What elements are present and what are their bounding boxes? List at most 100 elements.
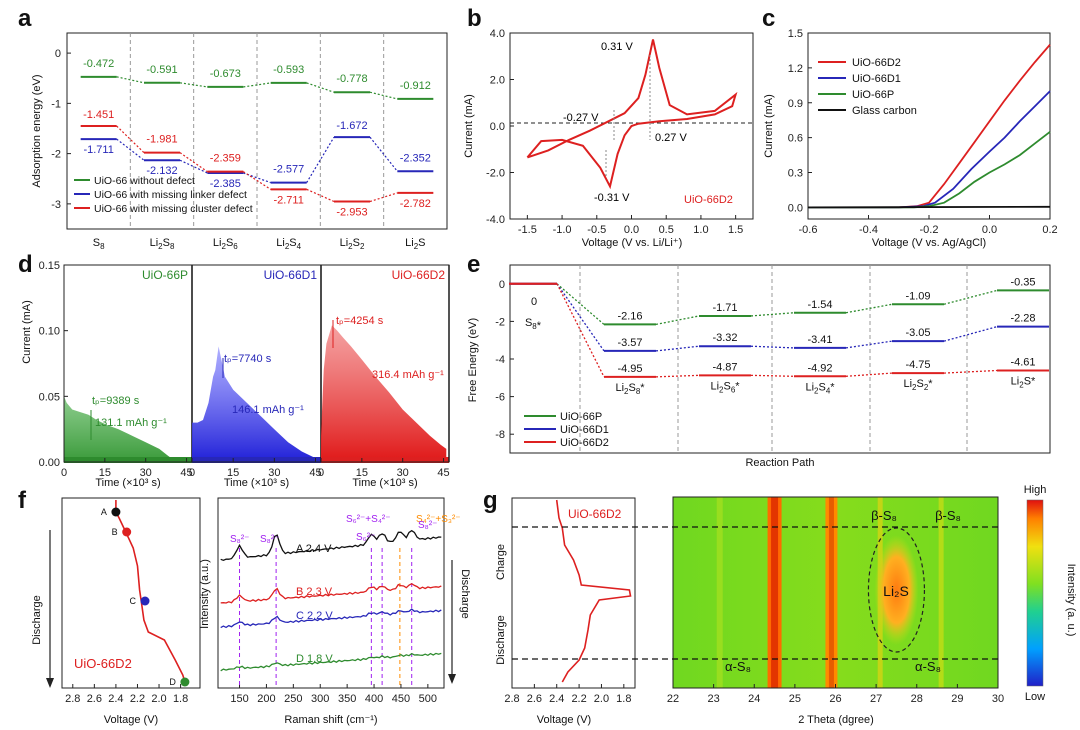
panel-letter-f: f [18,487,27,514]
x-tick-label: 0 [61,467,67,479]
data-label: -0.778 [336,73,367,85]
series-line [808,90,1051,209]
data-label: -3.57 [617,337,642,349]
panel-letter-b: b [467,5,482,32]
legend-label: UiO-66D1 [560,424,609,436]
legend-label: UiO-66D2 [560,437,609,449]
x-tick-label: 27 [870,693,882,705]
y-tick-label: 0.6 [788,133,803,145]
x-tick-label: 1.5 [728,224,743,236]
data-label: -3.32 [712,332,737,344]
y-tick-label: -3 [51,199,61,211]
level-connector [943,369,998,374]
category-label: S8 [93,237,105,251]
series-line [808,44,1051,209]
state-label: B [112,527,118,537]
y-tick-label: -2 [495,316,505,328]
x-tick-label: 1.8 [616,693,631,705]
category-label: Li2S2* [903,378,933,392]
spectrum-label: B 2.3 V [296,586,333,598]
subplot-title: UiO-66D2 [392,268,446,282]
data-label: -1.672 [336,120,367,132]
tp-label: tₚ=7740 s [224,353,272,365]
y-tick-label: 1.2 [788,63,803,75]
data-label: -2.577 [273,164,304,176]
x-tick-label: 30 [992,693,1004,705]
x-tick-label: -0.2 [920,224,939,236]
a-ylabel: Adsorption energy (eV) [31,74,43,187]
x-tick-label: -0.6 [799,224,818,236]
level-connector [306,136,335,183]
y-tick-label: -4 [495,354,505,366]
y-tick-label: -6 [495,392,505,404]
y-tick-label: 0.00 [39,457,60,469]
category-label: Li2S6* [710,380,740,394]
level-connector [750,312,795,317]
y-tick-label: 0.9 [788,98,803,110]
panel-d: 0 15 30 45 Time (×10³ s) UiO-66P 0 15 30 45 Time (… [21,260,450,489]
diffraction-band [828,497,834,688]
data-label: -0.912 [400,80,431,92]
y-tick-label: -1 [51,98,61,110]
category-label: Li2S8* [615,382,645,396]
y-tick-label: -4.0 [486,214,505,226]
y-tick-label: 0 [55,48,61,60]
data-label: -0.593 [273,64,304,76]
colorbar [1026,499,1044,687]
legend-label: UiO-66P [560,411,602,423]
colorbar-low-label: Low [1025,691,1045,703]
y-tick-label: 0.0 [788,202,803,214]
data-label: -1.54 [807,299,832,311]
x-tick-label: 22 [667,693,679,705]
tp-label: tₚ=4254 s [336,315,384,327]
peak-label: S₆²⁻ [356,532,375,543]
b-annotation-3: 0.27 V [655,132,687,144]
x-tick-label: 29 [951,693,963,705]
diffraction-band [771,497,779,688]
legend-label: UiO-66 with missing cluster defect [94,203,253,215]
x-tick-label: -1.0 [553,224,572,236]
state-label: D [169,677,176,687]
x-tick-label: 2.6 [87,693,102,705]
state-marker [111,507,121,517]
spectrum-label: C 2.2 V [296,610,333,622]
level-connector [179,152,208,173]
x-tick-label: -0.5 [587,224,606,236]
c-ylabel: Current (mA) [763,94,775,158]
level-connector [179,159,208,174]
capacity-label: 146.1 mAh g⁻¹ [232,404,304,416]
panel-letter-c: c [762,5,775,32]
data-label: -2.359 [210,153,241,165]
phase-label: α-S₈ [725,659,751,674]
y-tick-label: 0.3 [788,168,803,180]
x-tick-label: 0.0 [624,224,639,236]
colorbar-high-label: High [1024,484,1047,496]
panel-f: 2.8 2.6 2.4 2.2 2.0 1.8 AB C D UiO-66D2 150 200 250 3… [31,497,471,726]
peak-label: S₄²⁻+S₃²⁻ [416,514,461,525]
x-tick-label: 2.4 [108,693,123,705]
level-connector [306,188,335,203]
x-tick-label: 2.8 [65,693,80,705]
state-label: C [130,596,137,606]
phase-label: β-S₈ [935,508,961,523]
data-label: -0.472 [83,58,114,70]
g-colorbar-label: Intensity (a. u.) [1065,564,1077,637]
raman-spectrum [220,652,442,672]
g-ylabel-bottom: Discharge [495,615,507,665]
x-tick-label: -0.4 [859,224,878,236]
arrow-head [448,674,456,684]
data-label: -2.16 [617,310,642,322]
x-tick-label: 200 [257,693,275,705]
x-tick-label: 45 [180,467,192,479]
x-tick-label: 45 [437,467,449,479]
x-tick-label: 30 [397,467,409,479]
y-tick-label: 0 [499,279,505,291]
data-label: -2.28 [1010,313,1035,325]
x-tick-label: 30 [268,467,280,479]
diffraction-band [938,497,944,688]
level-connector [750,345,795,349]
level-connector [116,76,145,84]
phase-label: Li₂S [883,583,909,599]
x-tick-label: 350 [338,693,356,705]
